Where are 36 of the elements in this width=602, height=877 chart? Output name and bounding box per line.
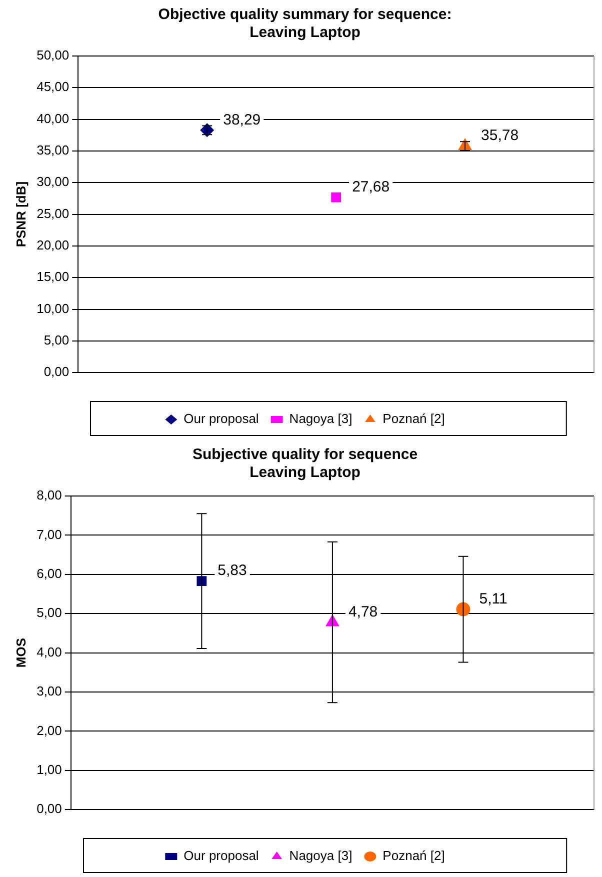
y-tick-label: 45,00 (36, 79, 70, 94)
y-tick-label: 4,00 (36, 644, 62, 660)
data-label: 4,78 (348, 603, 378, 620)
y-tick-label: 2,00 (36, 722, 62, 738)
y-tick-label: 15,00 (36, 269, 70, 284)
chart-title: Objective quality summary for sequence: Leaving Laptop (158, 6, 452, 42)
legend-label: Nagoya [3] (289, 411, 352, 426)
y-tick-label: 20,00 (36, 238, 70, 253)
y-tick-label: 1,00 (36, 762, 62, 777)
y-tick-label: 6,00 (36, 566, 62, 581)
y-tick-label: 25,00 (36, 206, 70, 221)
y-tick-label: 30,00 (36, 174, 70, 190)
legend-label: Poznań [2] (382, 411, 445, 426)
legend-label: Nagoya [3] (289, 848, 352, 864)
y-tick-label: 5,00 (44, 332, 70, 348)
data-label: 27,68 (352, 178, 390, 196)
y-tick-label: 0,00 (44, 364, 70, 380)
y-tick-label: 35,00 (36, 142, 70, 158)
y-tick-label: 8,00 (36, 488, 62, 503)
y-tick-label: 10,00 (36, 300, 70, 316)
y-tick-label: 5,00 (36, 605, 62, 620)
data-label: 35,78 (481, 127, 519, 144)
legend-label: Poznań [2] (382, 848, 445, 864)
data-label: 5,11 (479, 590, 508, 608)
y-tick-label: 50,00 (36, 48, 70, 63)
y-tick-label: 0,00 (36, 801, 62, 816)
data-label: 5,83 (218, 562, 247, 580)
y-axis-title: PSNR [dB] (13, 181, 28, 248)
data-label: 38,29 (223, 111, 261, 128)
y-tick-label: 7,00 (36, 526, 62, 542)
chart-title: Subjective quality for sequence Leaving Laptop (192, 446, 418, 482)
legend-label: Our proposal (184, 411, 259, 426)
legend-label: Our proposal (184, 848, 259, 864)
y-axis-title: MOS (13, 638, 28, 668)
y-tick-label: 3,00 (36, 684, 62, 699)
y-tick-label: 40,00 (36, 110, 70, 126)
